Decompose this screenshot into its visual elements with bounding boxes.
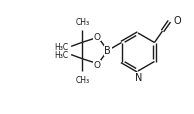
Text: H₃C: H₃C xyxy=(54,51,68,60)
Text: O: O xyxy=(94,32,100,41)
Text: O: O xyxy=(94,61,100,70)
Text: CH₃: CH₃ xyxy=(75,18,89,27)
Text: N: N xyxy=(135,72,143,82)
Text: CH₃: CH₃ xyxy=(75,75,89,84)
Text: B: B xyxy=(104,46,111,56)
Text: O: O xyxy=(173,16,181,26)
Text: H₃C: H₃C xyxy=(54,43,68,51)
